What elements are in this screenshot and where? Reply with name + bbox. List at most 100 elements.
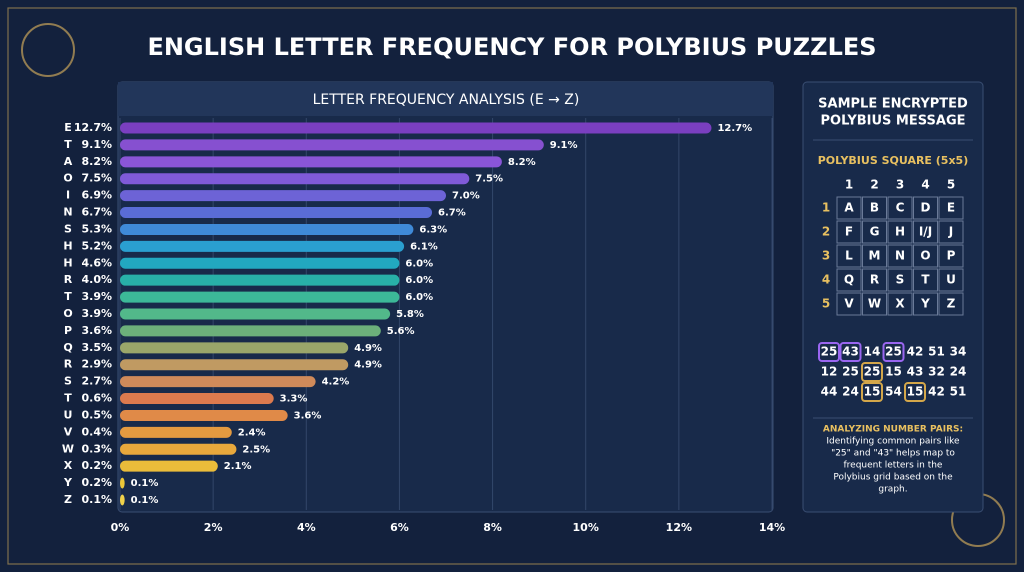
message-number: 51 <box>950 385 967 399</box>
message-number: 34 <box>950 345 967 359</box>
square-cell <box>836 196 862 220</box>
bar <box>120 207 433 219</box>
highlight-box <box>882 342 905 362</box>
bar <box>120 443 237 455</box>
bar <box>120 325 381 337</box>
square-letter: N <box>895 249 905 263</box>
square-letter: S <box>896 273 905 287</box>
highlight-box <box>839 342 862 362</box>
square-cell <box>836 292 862 316</box>
bar <box>120 376 316 388</box>
chart-header <box>118 82 773 116</box>
col-header: 4 <box>921 178 929 192</box>
square-letter: Q <box>844 273 854 287</box>
x-tick-label: 14% <box>759 521 785 534</box>
value-label: 2.4% <box>238 427 266 438</box>
side-label: 12.7% <box>74 121 112 134</box>
row-header: 5 <box>822 297 830 311</box>
category-label: P <box>64 324 72 337</box>
page-title: ENGLISH LETTER FREQUENCY FOR POLYBIUS PU… <box>147 33 876 61</box>
side-label: 3.9% <box>81 307 112 320</box>
category-label: S <box>64 375 72 388</box>
bar <box>120 173 470 185</box>
square-letter: G <box>870 225 880 239</box>
square-cell <box>836 244 862 268</box>
category-label: V <box>64 425 73 438</box>
value-label: 8.2% <box>508 157 536 168</box>
x-tick-label: 8% <box>483 521 502 534</box>
side-label: 0.3% <box>81 442 112 455</box>
bar <box>120 240 405 252</box>
message-number: 25 <box>864 365 881 379</box>
bar <box>120 308 391 320</box>
square-cell <box>938 244 964 268</box>
square-cell <box>887 292 913 316</box>
value-label: 4.2% <box>322 377 350 388</box>
side-label: 0.2% <box>81 476 112 489</box>
bar <box>120 139 544 151</box>
bar <box>120 460 218 472</box>
square-cell <box>938 292 964 316</box>
caption-line: frequent letters in the <box>844 461 943 471</box>
value-label: 2.5% <box>242 444 270 455</box>
message-number: 44 <box>821 385 838 399</box>
x-tick-label: 12% <box>666 521 692 534</box>
x-tick-label: 0% <box>111 521 130 534</box>
side-label: 3.9% <box>81 290 112 303</box>
bar <box>120 393 274 405</box>
message-number: 43 <box>907 365 924 379</box>
category-label: O <box>63 172 72 185</box>
highlight-box <box>904 382 926 402</box>
side-label: 5.2% <box>81 239 112 252</box>
bar <box>120 274 400 286</box>
square-cell <box>913 292 938 316</box>
category-label: R <box>64 273 73 286</box>
bar <box>120 190 446 202</box>
col-header: 5 <box>947 178 955 192</box>
square-letter: R <box>870 273 879 287</box>
value-label: 9.1% <box>550 140 578 151</box>
category-label: H <box>63 256 72 269</box>
square-letter: O <box>920 249 930 263</box>
bar <box>120 409 288 421</box>
value-label: 4.9% <box>354 343 382 354</box>
side-label: 0.1% <box>81 493 112 506</box>
square-cell <box>862 244 887 268</box>
side-label: 6.7% <box>81 206 112 219</box>
value-label: 6.3% <box>419 224 447 235</box>
message-number: 25 <box>821 345 838 359</box>
side-label: 7.5% <box>81 172 112 185</box>
value-label: 6.7% <box>438 208 466 219</box>
category-label: R <box>64 358 73 371</box>
square-cell <box>862 220 887 244</box>
message-number: 15 <box>907 385 924 399</box>
square-cell <box>862 268 887 292</box>
panel-title: POLYBIUS MESSAGE <box>820 114 965 129</box>
x-tick-label: 6% <box>390 521 409 534</box>
panel-title: SAMPLE ENCRYPTED <box>818 97 968 112</box>
square-cell <box>913 244 938 268</box>
col-header: 1 <box>845 178 853 192</box>
value-label: 6.1% <box>410 241 438 252</box>
square-letter: M <box>869 249 881 263</box>
chart: 0% 2% 4% 6% 8% 10% 12% 14%E 12.7% 12.7%T 9.1% 9.1%A… <box>62 118 785 534</box>
square-cell <box>862 292 887 316</box>
gear-deco <box>21 23 75 77</box>
side-label: 2.9% <box>81 358 112 371</box>
x-tick-label: 10% <box>573 521 599 534</box>
square-letter: Y <box>920 297 930 311</box>
side-label: 6.9% <box>81 189 112 202</box>
category-label: T <box>64 392 72 405</box>
col-header: 3 <box>896 178 904 192</box>
category-label: I <box>66 189 70 202</box>
value-label: 0.1% <box>131 495 159 506</box>
square-cell <box>887 220 913 244</box>
category-label: S <box>64 222 72 235</box>
square-title: POLYBIUS SQUARE (5x5) <box>818 154 969 167</box>
square-letter: D <box>921 201 931 215</box>
square-letter: P <box>947 249 956 263</box>
row-header: 4 <box>822 273 830 287</box>
caption-line: graph. <box>878 485 907 495</box>
bar <box>120 494 125 506</box>
